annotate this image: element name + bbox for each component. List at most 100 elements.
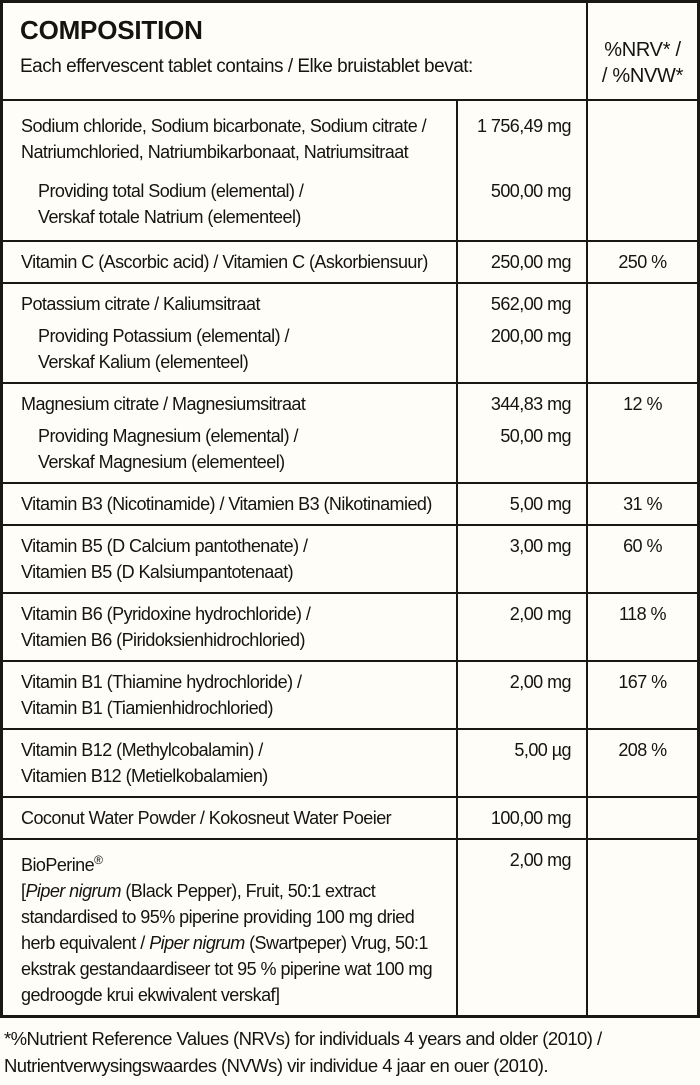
nrv-cell: 167 %: [588, 662, 697, 728]
amount-value: 200,00 mg: [490, 326, 572, 346]
nrv-value: 208 %: [618, 740, 667, 760]
text-segment: herb equivalent /: [21, 933, 150, 953]
amount-group: 3,00 mg: [462, 533, 572, 585]
ingredient-cell: Potassium citrate / Kaliumsitraat Providi…: [3, 284, 458, 382]
ingredient-group: Potassium citrate / Kaliumsitraat: [21, 291, 452, 317]
ingredient-group: BioPerine® [Piper nigrum (Black Pepper), …: [21, 847, 452, 1008]
ingredient-line: Vitamin C (Ascorbic acid) / Vitamien C (…: [21, 252, 428, 272]
table-row-vitamin-c: Vitamin C (Ascorbic acid) / Vitamien C (…: [3, 240, 697, 282]
ingredient-line: Vitamien B6 (Piridoksienhidrochloried): [21, 630, 305, 650]
ingredient-line: gedroogde krui ekwivalent verskaf]: [21, 985, 280, 1005]
ingredient-line: Vitamin B12 (Methylcobalamin) /: [21, 740, 263, 760]
amount-group: 500,00 mg: [462, 178, 572, 230]
table-row-potassium: Potassium citrate / Kaliumsitraat Providi…: [3, 282, 697, 382]
latin-name-italic: Piper nigrum: [25, 881, 121, 901]
amount-group: 5,00 mg: [462, 491, 572, 517]
nrv-value: 167 %: [618, 672, 667, 692]
ingredient-group: Vitamin C (Ascorbic acid) / Vitamien C (…: [21, 249, 452, 275]
text-segment: (Black Pepper), Fruit, 50:1 extract: [120, 881, 376, 901]
nrv-cell: 208 %: [588, 730, 697, 796]
text-segment: BioPerine: [21, 855, 95, 875]
ingredient-subgroup: Providing Potassium (elemental) / Verskaf…: [21, 323, 452, 375]
ingredient-line: Natriumchloried, Natriumbikarbonaat, Nat…: [21, 142, 409, 162]
amount-cell: 250,00 mg: [458, 242, 588, 282]
ingredient-cell: Magnesium citrate / Magnesiumsitraat Prov…: [3, 384, 458, 482]
text-segment: (Swartpeper) Vrug, 50:1: [244, 933, 428, 953]
amount-value: 2,00 mg: [509, 604, 572, 624]
ingredient-cell: Vitamin C (Ascorbic acid) / Vitamien C (…: [3, 242, 458, 282]
latin-name-italic: Piper nigrum: [149, 933, 245, 953]
nrv-cell: 31 %: [588, 484, 697, 524]
amount-cell: 562,00 mg 200,00 mg: [458, 284, 588, 382]
ingredient-line: Providing Potassium (elemental) /: [38, 326, 290, 346]
amount-group: 200,00 mg: [462, 323, 572, 375]
ingredient-line: Vitamin B6 (Pyridoxine hydrochloride) /: [21, 604, 311, 624]
nrv-value: 12 %: [623, 394, 662, 414]
nrv-cell: 118 %: [588, 594, 697, 660]
ingredient-subgroup: Providing total Sodium (elemental) / Vers…: [21, 178, 452, 230]
ingredient-line: [Piper nigrum (Black Pepper), Fruit, 50:…: [21, 878, 452, 904]
ingredient-line: ekstrak gestandaardiseer tot 95 % piperi…: [21, 959, 433, 979]
amount-cell: 2,00 mg: [458, 662, 588, 728]
ingredient-line: Magnesium citrate / Magnesiumsitraat: [21, 394, 306, 414]
table-header: COMPOSITION Each effervescent tablet con…: [3, 3, 697, 101]
ingredient-line: herb equivalent / Piper nigrum (Swartpep…: [21, 930, 452, 956]
amount-cell: 5,00 µg: [458, 730, 588, 796]
ingredient-line: Verskaf totale Natrium (elementeel): [38, 207, 301, 227]
ingredient-group: Magnesium citrate / Magnesiumsitraat: [21, 391, 452, 417]
amount-value: 1 756,49 mg: [476, 116, 572, 136]
ingredient-line: Vitamin B3 (Nicotinamide) / Vitamien B3 …: [21, 494, 432, 514]
amount-value: 500,00 mg: [490, 181, 572, 201]
amount-group: 344,83 mg: [462, 391, 572, 417]
table-row-vitamin-b12: Vitamin B12 (Methylcobalamin) / Vitamien …: [3, 728, 697, 796]
ingredient-group: Vitamin B6 (Pyridoxine hydrochloride) / V…: [21, 601, 452, 653]
amount-cell: 344,83 mg 50,00 mg: [458, 384, 588, 482]
amount-value: 5,00 µg: [514, 740, 571, 760]
ingredient-subgroup: Providing Magnesium (elemental) / Verskaf…: [21, 423, 452, 475]
page-title: COMPOSITION: [20, 15, 203, 45]
ingredient-line: Coconut Water Powder / Kokosneut Water P…: [21, 808, 392, 828]
table-row-vitamin-b1: Vitamin B1 (Thiamine hydrochloride) / Vit…: [3, 660, 697, 728]
ingredient-cell: BioPerine® [Piper nigrum (Black Pepper), …: [3, 840, 458, 1015]
ingredient-cell: Coconut Water Powder / Kokosneut Water P…: [3, 798, 458, 838]
table-row-coconut-water: Coconut Water Powder / Kokosneut Water P…: [3, 796, 697, 838]
nrv-header-line1: %NRV* /: [604, 39, 681, 61]
ingredient-line: Providing Magnesium (elemental) /: [38, 426, 299, 446]
amount-value: 3,00 mg: [509, 536, 572, 556]
ingredient-line: Vitamien B12 (Metielkobalamien): [21, 766, 268, 786]
registered-mark: ®: [94, 853, 103, 867]
ingredient-line: Potassium citrate / Kaliumsitraat: [21, 294, 261, 314]
header-subtitle: Each effervescent tablet contains / Elke…: [20, 56, 473, 77]
ingredient-line: Vitamien B5 (D Kalsiumpantotenaat): [21, 562, 294, 582]
amount-cell: 3,00 mg: [458, 526, 588, 592]
ingredient-cell: Sodium chloride, Sodium bicarbonate, Sod…: [3, 101, 458, 240]
ingredient-cell: Vitamin B12 (Methylcobalamin) / Vitamien …: [3, 730, 458, 796]
amount-group: 1 756,49 mg: [462, 113, 572, 165]
amount-value: 250,00 mg: [490, 252, 572, 272]
amount-value: 100,00 mg: [490, 808, 572, 828]
ingredient-line: Vitamin B5 (D Calcium pantothenate) /: [21, 536, 308, 556]
ingredient-line: Verskaf Magnesium (elementeel): [38, 452, 285, 472]
composition-table: COMPOSITION Each effervescent tablet con…: [0, 0, 700, 1018]
ingredient-group: Vitamin B5 (D Calcium pantothenate) / Vit…: [21, 533, 452, 585]
ingredient-group: Vitamin B3 (Nicotinamide) / Vitamien B3 …: [21, 491, 452, 517]
nrv-cell: 12 %: [588, 384, 697, 482]
nrv-cell: [588, 798, 697, 838]
footnote-line2: Nutrientverwysingswaardes (NVWs) vir ind…: [4, 1055, 549, 1076]
amount-value: 562,00 mg: [490, 294, 572, 314]
ingredient-cell: Vitamin B1 (Thiamine hydrochloride) / Vit…: [3, 662, 458, 728]
amount-cell: 100,00 mg: [458, 798, 588, 838]
nrv-cell: 60 %: [588, 526, 697, 592]
ingredient-line: Sodium chloride, Sodium bicarbonate, Sod…: [21, 116, 427, 136]
amount-group: 2,00 mg: [462, 669, 572, 721]
amount-group: 250,00 mg: [462, 249, 572, 275]
nrv-cell: [588, 284, 697, 382]
table-body: Sodium chloride, Sodium bicarbonate, Sod…: [3, 101, 697, 1015]
ingredient-line: standardised to 95% piperine providing 1…: [21, 907, 415, 927]
nrv-value: 31 %: [623, 494, 662, 514]
ingredient-cell: Vitamin B3 (Nicotinamide) / Vitamien B3 …: [3, 484, 458, 524]
amount-value: 2,00 mg: [509, 850, 572, 870]
ingredient-group: Sodium chloride, Sodium bicarbonate, Sod…: [21, 113, 452, 165]
amount-cell: 2,00 mg: [458, 840, 588, 1015]
